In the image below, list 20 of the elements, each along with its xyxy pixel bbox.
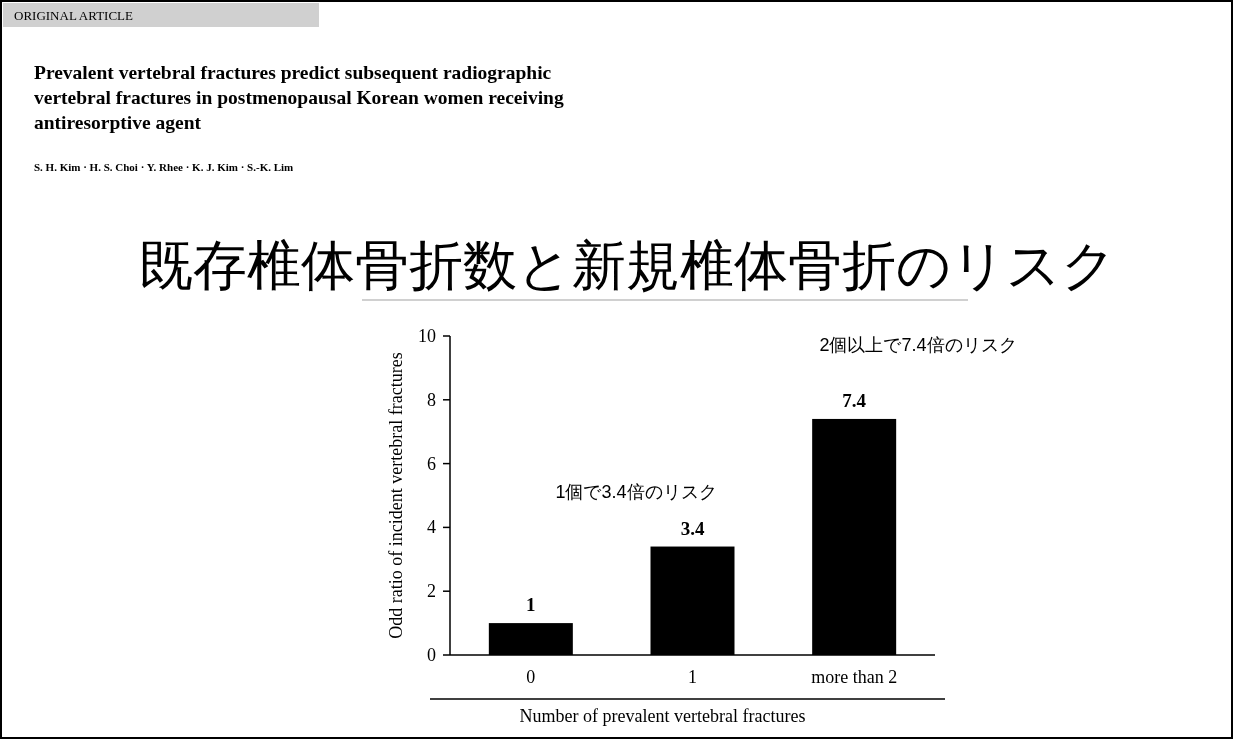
- annotation: 1個で3.4倍のリスク: [555, 482, 717, 502]
- chart-title: 既存椎体骨折数と新規椎体骨折のリスク: [138, 235, 1116, 295]
- data-label: 7.4: [842, 389, 867, 411]
- x-tick-label: 0: [526, 667, 536, 687]
- y-axis-title: Odd ratio of incident vertebral fractures: [386, 352, 406, 639]
- text: S. H. Kim · H. S. Choi · Y. Rhee · K. J. Kim · S.-K. Lim: [34, 161, 294, 173]
- data-label: 3.4: [680, 517, 705, 539]
- y-tick-label: 2: [427, 581, 436, 602]
- y-tick-label: 8: [427, 389, 436, 410]
- y-tick-label: 10: [418, 326, 436, 346]
- x-tick-label: more than 2: [811, 667, 898, 687]
- chart-subtitle: Prevalent vertebral fractures predict subsequent radiographic vertebral fractures in postmenopausal Korean women receiving antiresorptive agent: [34, 61, 565, 135]
- y-tick-label: 4: [427, 517, 436, 538]
- x-tick-label: 1: [688, 667, 697, 687]
- x-axis-title: Number of prevalent vertebral fractures: [519, 706, 806, 726]
- data-label: 1: [526, 594, 536, 616]
- annotation: 2個以上で7.4倍のリスク: [819, 335, 1017, 355]
- y-tick-label: 0: [427, 645, 436, 665]
- text: ORIGINAL ARTICLE: [14, 8, 134, 23]
- y-tick-label: 6: [427, 453, 436, 474]
